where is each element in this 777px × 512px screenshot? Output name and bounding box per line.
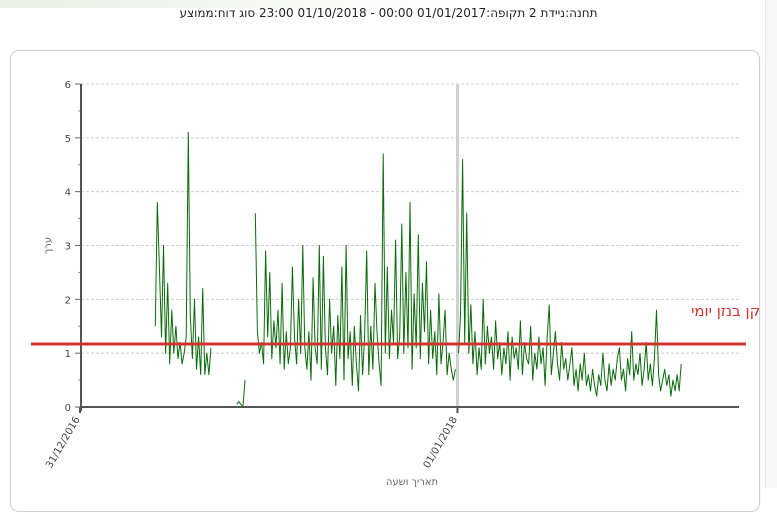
y-tick-label: 6 — [65, 80, 71, 91]
y-tick-label: 4 — [65, 188, 71, 199]
top-decorative-strip — [0, 0, 777, 8]
y-tick-label: 5 — [65, 134, 71, 145]
series-segment-3 — [458, 158, 682, 397]
series-segment-1 — [236, 380, 246, 408]
x-tick-label: 31/12/2016 — [44, 415, 82, 470]
y-tick-label: 0 — [65, 403, 71, 414]
standard-layer: תקן בנזן יומי — [31, 302, 759, 346]
y-tick-label: 2 — [65, 295, 71, 306]
y-axis-title: ערך — [43, 237, 54, 254]
benzene-chart: 0 1 2 3 4 5 6 31/12/2016 01/01/2018 ערך תאריך ושעה… — [31, 80, 759, 488]
x-axis-title: תאריך ושעה — [386, 477, 438, 488]
chart-panel: 0 1 2 3 4 5 6 31/12/2016 01/01/2018 ערך תאריך ושעה… — [10, 50, 760, 512]
y-tick-label: 3 — [65, 242, 71, 253]
standard-label: תקן בנזן יומי — [691, 302, 759, 320]
series-segment-0 — [154, 131, 212, 376]
series-layer — [154, 131, 682, 408]
axis-layer: 0 1 2 3 4 5 6 31/12/2016 01/01/2018 ערך תאריך ושעה — [43, 80, 739, 488]
report-header: תחנה:ניידת 2 תקופה:01/01/2017 00:00 - 01… — [179, 6, 598, 20]
y-tick-label: 1 — [65, 349, 71, 360]
page-scrollbar[interactable] — [765, 0, 777, 488]
series-segment-2 — [254, 153, 456, 392]
x-tick-label: 01/01/2018 — [422, 415, 460, 470]
